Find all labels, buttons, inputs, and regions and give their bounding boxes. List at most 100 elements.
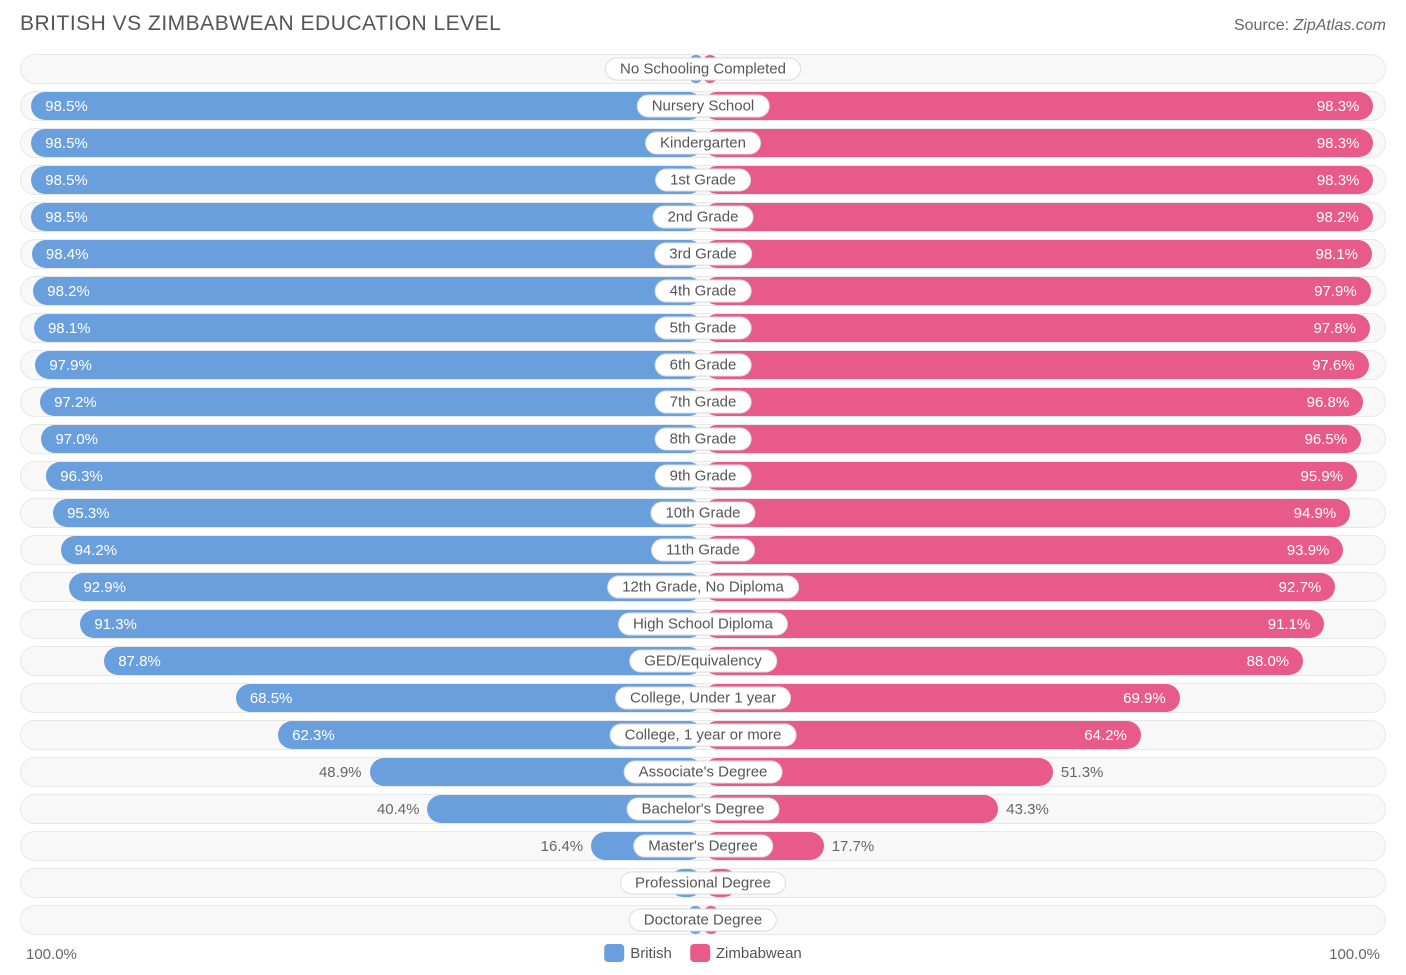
right-value-label: 51.3% [1061,764,1104,781]
chart-row: 62.3% 64.2%College, 1 year or more [20,720,1386,750]
row-left-half: 98.4% [21,240,703,268]
left-bar: 97.2% [40,388,703,416]
right-bar: 91.1% [703,610,1324,638]
row-right-half: 1.7% [703,55,1385,83]
row-right-half: 69.9% [703,684,1385,712]
left-bar: 97.9% [35,351,703,379]
row-left-half: 48.9% [21,758,703,786]
row-left-half: 97.0% [21,425,703,453]
left-bar: 87.8% [104,647,703,675]
right-value-label: 92.7% [1279,579,1322,596]
row-right-half: 96.8% [703,388,1385,416]
chart-row: 2.2%2.3%Doctorate Degree [20,905,1386,935]
row-left-half: 1.5% [21,55,703,83]
row-left-half: 98.2% [21,277,703,305]
right-value-label: 93.9% [1287,542,1330,559]
legend-item-british: British [604,944,672,962]
right-value-label: 43.3% [1006,801,1049,818]
category-label: GED/Equivalency [629,650,777,673]
chart-row: 1.5%1.7%No Schooling Completed [20,54,1386,84]
row-left-half: 94.2% [21,536,703,564]
row-right-half: 98.3% [703,166,1385,194]
left-value-label: 94.2% [75,542,118,559]
right-value-label: 98.3% [1317,172,1360,189]
category-label: 5th Grade [655,317,752,340]
chart-row: 68.5%69.9%College, Under 1 year [20,683,1386,713]
right-bar: 96.5% [703,425,1361,453]
left-value-label: 98.5% [45,98,88,115]
chart-row: 96.3%95.9%9th Grade [20,461,1386,491]
right-value-label: 98.1% [1315,246,1358,263]
category-label: 8th Grade [655,428,752,451]
row-left-half: 98.5% [21,203,703,231]
chart-row: 98.5%98.3%1st Grade [20,165,1386,195]
diverging-bar-chart: 1.5%1.7%No Schooling Completed 98.5% 98.3%… [20,54,1386,935]
row-left-half: 95.3% [21,499,703,527]
category-label: Associate's Degree [624,761,783,784]
row-left-half: 5.0% [21,869,703,897]
right-value-label: 98.3% [1317,135,1360,152]
right-value-label: 97.6% [1312,357,1355,374]
left-bar: 98.5% [31,129,703,157]
right-bar: 98.3% [703,92,1373,120]
left-value-label: 98.5% [45,135,88,152]
row-right-half: 2.3% [703,906,1385,934]
row-left-half: 97.9% [21,351,703,379]
chart-row: 5.0%5.2%Professional Degree [20,868,1386,898]
category-label: College, 1 year or more [610,724,797,747]
right-bar: 88.0% [703,647,1303,675]
right-bar: 98.2% [703,203,1373,231]
left-value-label: 95.3% [67,505,110,522]
right-value-label: 88.0% [1247,653,1290,670]
row-right-half: 51.3% [703,758,1385,786]
left-value-label: 68.5% [250,690,293,707]
row-left-half: 97.2% [21,388,703,416]
right-value-label: 96.5% [1305,431,1348,448]
row-right-half: 94.9% [703,499,1385,527]
row-right-half: 95.9% [703,462,1385,490]
category-label: 4th Grade [655,280,752,303]
left-value-label: 62.3% [292,727,335,744]
row-left-half: 98.5% [21,129,703,157]
left-bar: 98.1% [34,314,703,342]
left-value-label: 40.4% [377,801,420,818]
left-value-label: 92.9% [83,579,126,596]
left-bar: 97.0% [41,425,703,453]
row-left-half: 2.2% [21,906,703,934]
category-label: 11th Grade [651,539,755,562]
row-left-half: 98.1% [21,314,703,342]
row-right-half: 98.1% [703,240,1385,268]
left-bar: 94.2% [61,536,703,564]
row-right-half: 96.5% [703,425,1385,453]
chart-title: BRITISH VS ZIMBABWEAN EDUCATION LEVEL [20,12,501,36]
left-bar: 96.3% [46,462,703,490]
left-value-label: 87.8% [118,653,161,670]
legend-label-british: British [630,945,672,962]
chart-row: 98.2%97.9%4th Grade [20,276,1386,306]
right-value-label: 95.9% [1300,468,1343,485]
right-value-label: 98.2% [1316,209,1359,226]
left-bar: 98.5% [31,92,703,120]
right-bar: 93.9% [703,536,1343,564]
left-value-label: 97.2% [54,394,97,411]
right-bar: 98.3% [703,166,1373,194]
left-value-label: 98.5% [45,172,88,189]
row-right-half: 97.6% [703,351,1385,379]
chart-row: 98.4%98.1%3rd Grade [20,239,1386,269]
category-label: 10th Grade [650,502,755,525]
left-value-label: 97.9% [49,357,92,374]
row-right-half: 97.9% [703,277,1385,305]
category-label: High School Diploma [618,613,788,636]
left-value-label: 16.4% [541,838,584,855]
row-right-half: 98.3% [703,129,1385,157]
legend-swatch-zimbabwean [690,944,710,962]
row-right-half: 98.3% [703,92,1385,120]
left-value-label: 98.4% [46,246,89,263]
row-left-half: 87.8% [21,647,703,675]
row-right-half: 64.2% [703,721,1385,749]
category-label: Professional Degree [620,872,786,895]
left-bar: 98.5% [31,166,703,194]
row-left-half: 16.4% [21,832,703,860]
row-left-half: 92.9% [21,573,703,601]
category-label: No Schooling Completed [605,58,801,81]
